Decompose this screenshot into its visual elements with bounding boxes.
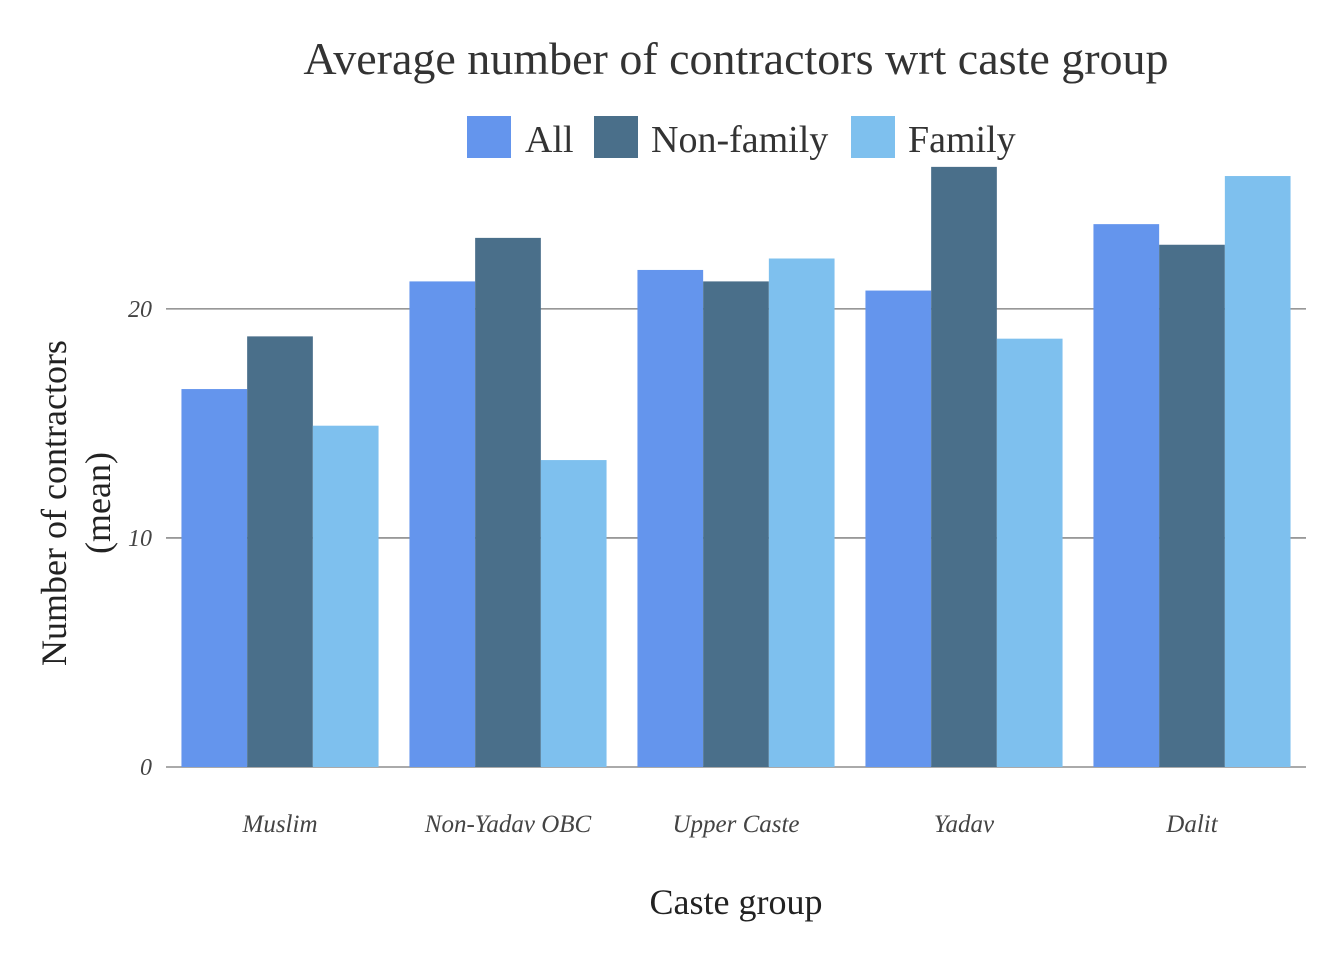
x-axis-title: Caste group: [650, 882, 823, 922]
legend-swatch: [851, 116, 895, 158]
bar-non-family: [1159, 244, 1225, 767]
bar-non-family: [931, 166, 997, 767]
y-axis-title: Number of contractors (mean): [34, 340, 118, 666]
legend-swatch: [467, 116, 511, 158]
y-tick-label: 10: [128, 526, 152, 552]
bars: [181, 166, 1291, 768]
bar-all: [409, 281, 476, 767]
bar-all: [1093, 224, 1160, 767]
legend-label: Family: [908, 119, 1016, 161]
x-tick-label: Dalit: [1165, 811, 1218, 838]
bar-non-family: [247, 336, 313, 767]
legend-label: All: [525, 119, 574, 161]
x-tick-label: Yadav: [934, 811, 995, 838]
legend: All Non-family Family: [467, 116, 1016, 161]
chart-title: Average number of contractors wrt caste …: [303, 33, 1168, 84]
bar-all: [181, 389, 248, 767]
y-axis-tick-labels: 0 10 20: [128, 297, 152, 781]
y-axis-title-line-1: Number of contractors: [34, 340, 74, 666]
y-axis-title-line-2: (mean): [78, 452, 118, 554]
bar-family: [996, 338, 1063, 767]
x-axis-tick-labels: Muslim Non-Yadav OBC Upper Caste Yadav Dalit: [242, 811, 1219, 838]
y-tick-label: 0: [140, 755, 152, 781]
bar-all: [865, 290, 932, 767]
x-tick-label: Muslim: [242, 811, 318, 838]
x-tick-label: Upper Caste: [672, 811, 799, 838]
x-tick-label: Non-Yadav OBC: [424, 811, 592, 838]
legend-label: Non-family: [651, 119, 828, 161]
bar-family: [1224, 176, 1291, 768]
bar-family: [312, 425, 379, 767]
bar-family: [768, 258, 835, 767]
y-tick-label: 20: [128, 297, 152, 323]
bar-family: [540, 460, 607, 767]
bar-non-family: [475, 237, 541, 767]
bar-non-family: [703, 281, 769, 767]
bar-all: [637, 269, 704, 767]
legend-swatch: [594, 116, 638, 158]
